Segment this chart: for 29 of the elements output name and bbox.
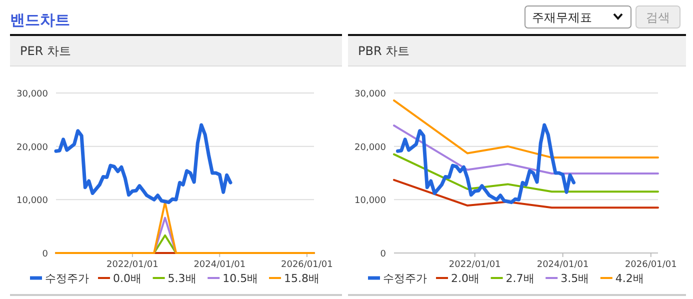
x-tick-label: 2024/01/01 [194,260,246,270]
x-tick-label: 2026/01/01 [281,260,333,270]
x-tick-label: 2022/01/01 [448,260,501,270]
y-tick-label: 10,000 [16,196,48,206]
legend-label: 15.8배 [284,272,320,285]
legend-label: 4.2배 [615,272,644,285]
x-tick-label: 2026/01/01 [624,260,677,270]
y-tick-label: 30,000 [16,90,48,100]
text: 밴드차트 [10,11,70,29]
legend-label: 2.0배 [451,272,480,285]
legend-label: 3.5배 [560,272,590,285]
legend-label: 수정주가 [383,272,427,285]
x-tick-label: 2022/01/01 [106,260,158,270]
legend-label: 수정주가 [45,272,89,285]
text: 주재무제표 [532,10,592,24]
y-tick-label: 0 [380,250,386,260]
y-tick-label: 20,000 [16,142,48,153]
chart-title: PBR 차트 [358,44,410,58]
y-tick-label: 30,000 [354,90,386,100]
legend-label: 10.5배 [222,272,258,285]
legend-label: 2.7배 [506,272,534,285]
legend-label: 5.3배 [168,272,196,285]
text: 검색 [646,10,670,24]
x-tick-label: 2024/01/01 [536,260,589,270]
y-tick-label: 20,000 [354,142,386,153]
y-tick-label: 0 [42,250,48,260]
y-tick-label: 10,000 [354,196,386,206]
chart-title: PER 차트 [20,44,71,58]
legend-label: 0.0배 [113,272,142,285]
